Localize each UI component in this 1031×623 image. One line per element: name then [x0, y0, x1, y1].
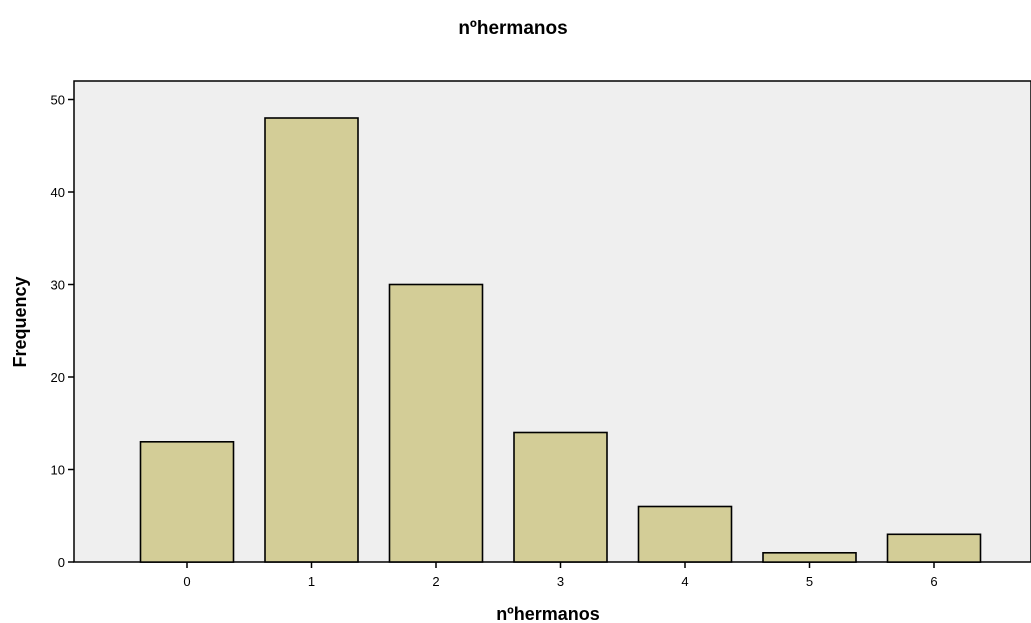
x-tick-label-1: 1: [308, 574, 315, 589]
x-tick-label-4: 4: [681, 574, 688, 589]
y-tick-label-10: 10: [51, 463, 65, 478]
x-tick-label-3: 3: [557, 574, 564, 589]
chart-title: nºhermanos: [458, 18, 567, 39]
bar-1: [264, 117, 359, 563]
y-tick-label-0: 0: [58, 555, 65, 570]
bar-0: [139, 440, 235, 563]
y-axis-title: Frequency: [10, 276, 30, 367]
x-tick-label-0: 0: [183, 574, 190, 589]
bar-3: [513, 431, 608, 563]
y-tick-label-50: 50: [51, 93, 65, 108]
y-tick-label-30: 30: [51, 278, 65, 293]
y-axis: 0 10 20 30 40 50: [51, 93, 74, 570]
x-axis: 0 1 2 3 4 5 6: [183, 562, 938, 589]
x-tick-label-6: 6: [930, 574, 937, 589]
x-axis-title: nºhermanos: [496, 604, 600, 623]
y-tick-label-20: 20: [51, 370, 65, 385]
bar-6: [886, 533, 982, 563]
x-tick-label-2: 2: [432, 574, 439, 589]
y-tick-label-40: 40: [51, 185, 65, 200]
bar-4: [637, 505, 733, 563]
x-tick-label-5: 5: [806, 574, 813, 589]
bar-2: [388, 283, 484, 563]
bar-5: [762, 551, 857, 563]
